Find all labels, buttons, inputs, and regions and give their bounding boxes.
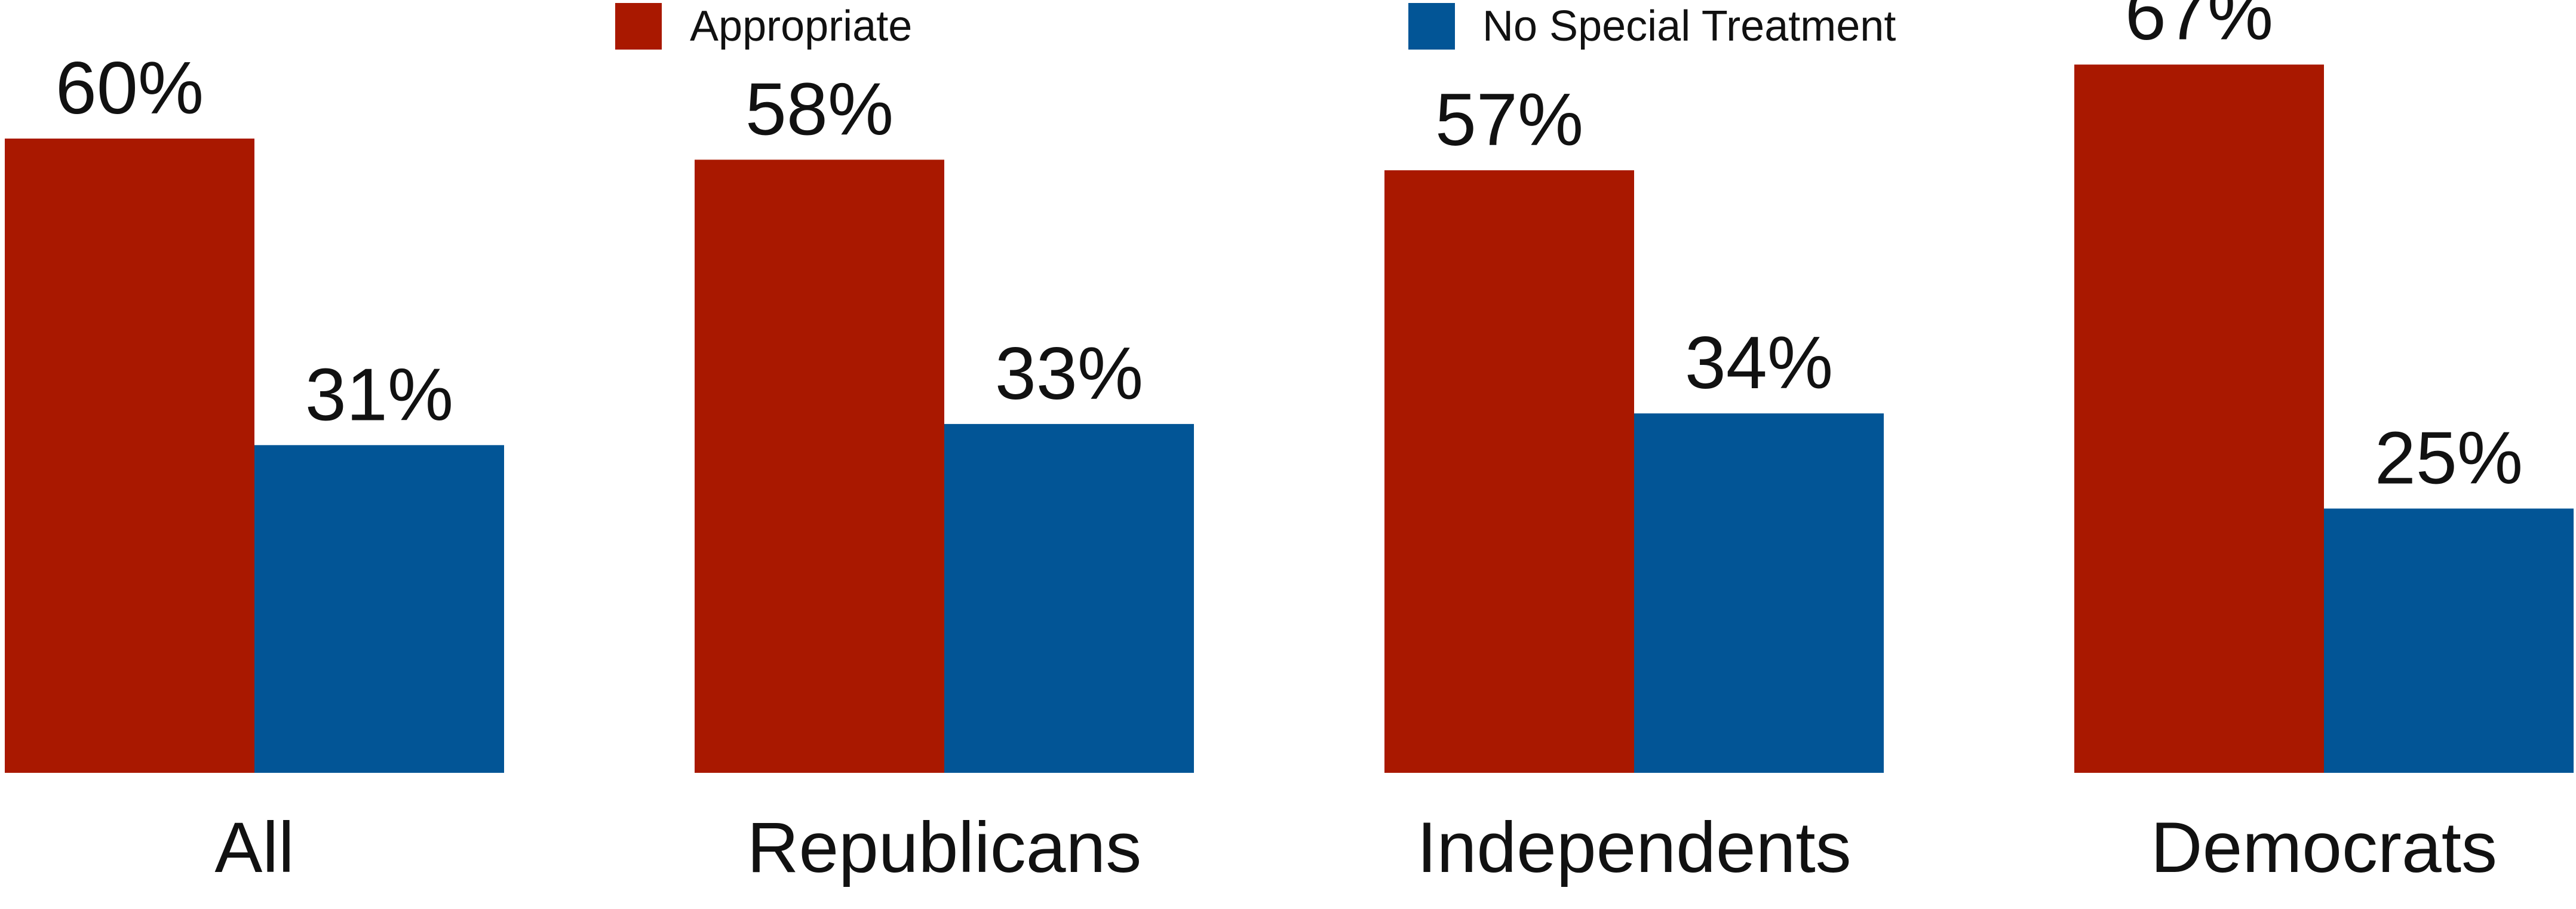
bar-republicans-no-special-treatment [944,423,1194,773]
legend-swatch-no-special-treatment [1408,3,1455,50]
bar-democrats-appropriate [2074,65,2324,773]
bar-group-democrats: 67% 25% Democrats [2074,0,2574,887]
plot-area: 60% 31% All 58% 33% Republicans 57% 34% Independ… [5,0,2574,887]
bar-group-republicans: 58% 33% Republicans [695,68,1194,887]
bar-republicans-appropriate [695,159,944,773]
bar-independents-no-special-treatment [1634,413,1884,773]
legend-label-appropriate: Appropriate [690,2,912,50]
category-label-republicans: Republicans [747,807,1141,887]
bar-democrats-no-special-treatment [2324,508,2574,773]
value-label-republicans-appropriate: 58% [745,68,894,151]
value-label-independents-appropriate: 57% [1435,79,1583,161]
category-label-independents: Independents [1417,807,1851,887]
bar-independents-appropriate [1384,170,1634,773]
legend-label-no-special-treatment: No Special Treatment [1482,2,1896,50]
value-label-independents-no-special-treatment: 34% [1685,322,1833,404]
value-label-republicans-no-special-treatment: 33% [995,333,1143,415]
category-label-all: All [214,807,294,887]
value-label-democrats-appropriate: 67% [2125,0,2273,56]
bar-all-appropriate [5,139,254,773]
bar-group-independents: 57% 34% Independents [1384,79,1884,887]
value-label-all-appropriate: 60% [56,47,204,130]
bar-all-no-special-treatment [254,445,504,773]
legend-swatch-appropriate [615,3,662,50]
value-label-democrats-no-special-treatment: 25% [2375,417,2523,500]
category-label-democrats: Democrats [2151,807,2497,887]
bar-group-all: 60% 31% All [5,47,504,887]
value-label-all-no-special-treatment: 31% [305,354,453,436]
chart-legend: Appropriate No Special Treatment [615,2,1896,50]
